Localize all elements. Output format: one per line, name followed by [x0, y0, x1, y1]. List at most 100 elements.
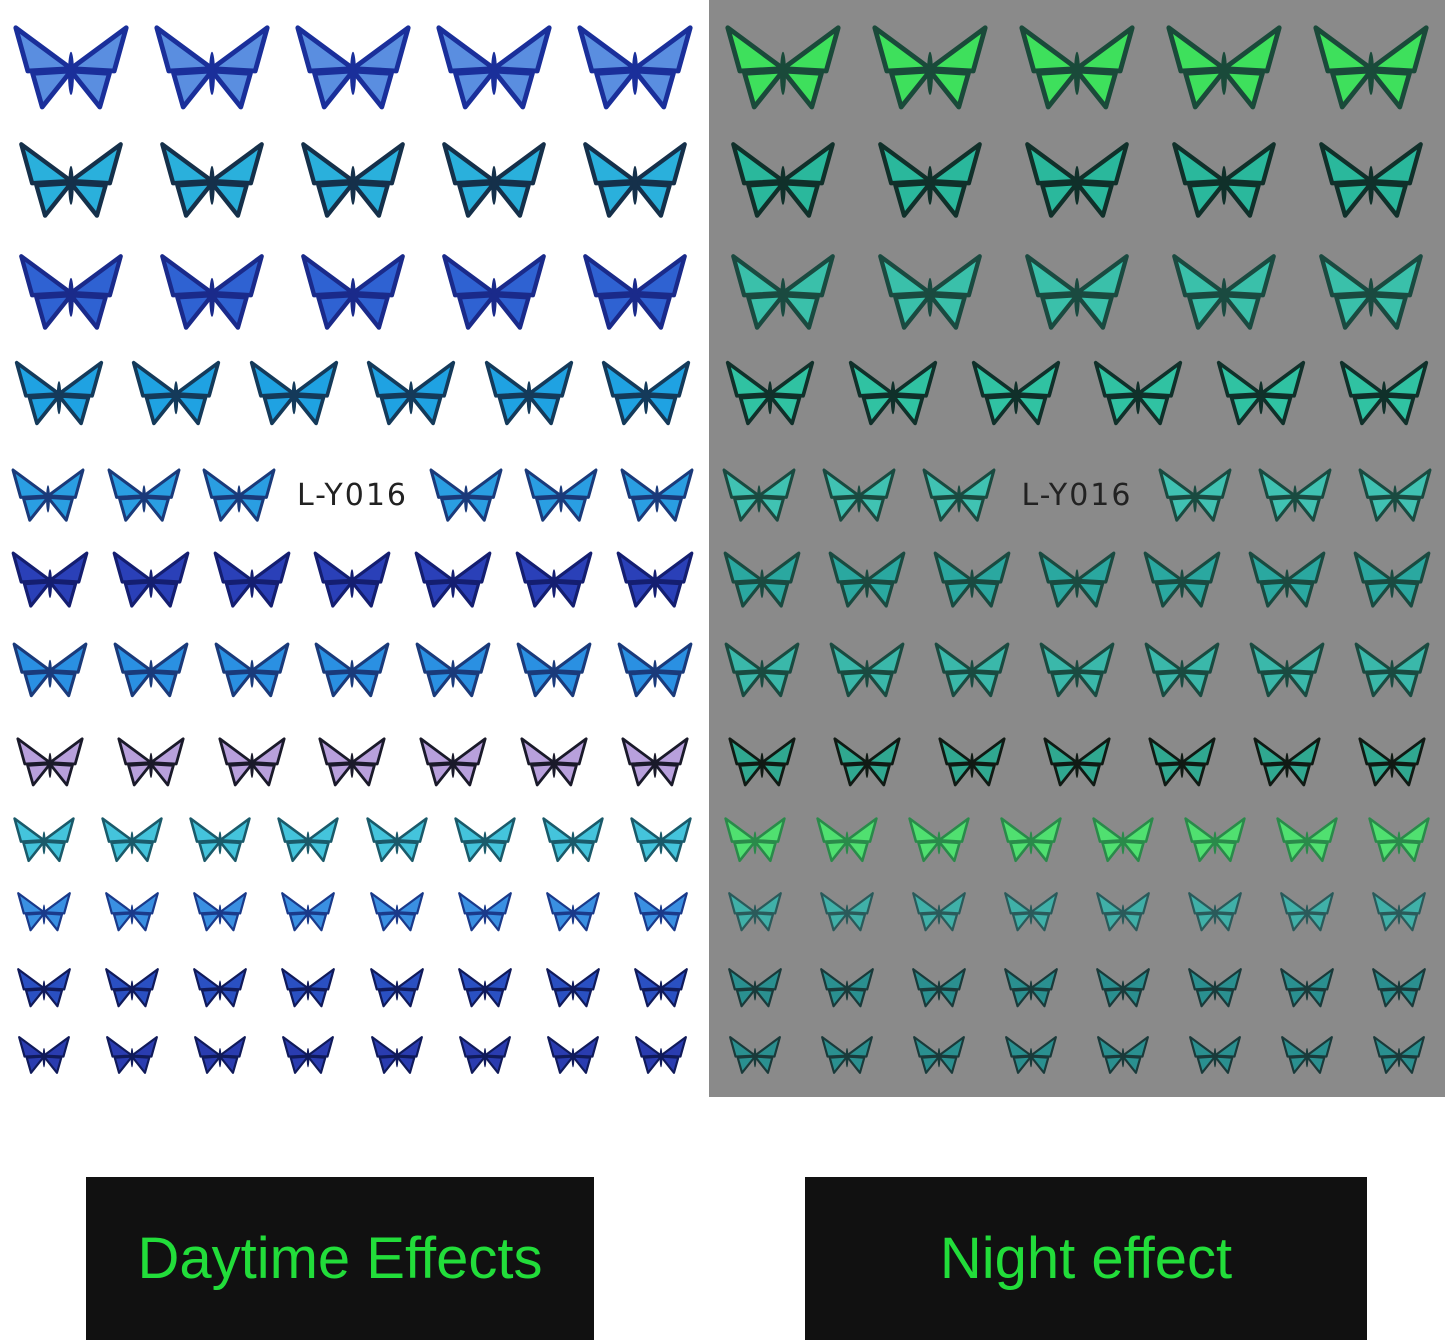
lower-wing-left	[325, 580, 355, 608]
upper-wing-right	[1136, 360, 1183, 398]
upper-wing-right	[48, 551, 89, 584]
upper-wing-left	[1025, 253, 1080, 297]
upper-wing-right	[970, 737, 1006, 766]
lower-wing-right	[219, 1055, 239, 1074]
butterfly-body	[1180, 752, 1184, 778]
butterfly-sticker	[833, 737, 901, 787]
lower-wing-left	[225, 670, 254, 697]
upper-wing-left	[872, 25, 933, 74]
lower-wing-left	[919, 988, 941, 1008]
butterfly-body	[1121, 980, 1125, 1001]
lower-wing-left	[551, 840, 575, 863]
lower-wing-right	[753, 912, 775, 932]
lower-wing-right	[48, 580, 78, 608]
lower-wing-right	[632, 68, 676, 110]
lower-wing-right	[1121, 912, 1143, 932]
upper-wing-right	[351, 737, 387, 766]
butterfly-sticker	[542, 817, 604, 863]
lower-wing-left	[945, 670, 974, 697]
butterfly-sticker	[249, 360, 338, 425]
butterfly-sticker	[820, 892, 874, 932]
butterfly-sticker	[294, 25, 411, 110]
lower-wing-right	[1285, 580, 1315, 608]
lower-wing-right	[571, 1055, 592, 1074]
upper-wing-right	[1259, 360, 1306, 398]
lower-wing-right	[1013, 393, 1047, 425]
butterfly-body	[350, 752, 355, 778]
lower-wing-right	[1121, 1055, 1142, 1074]
upper-wing-left	[1216, 360, 1263, 398]
lower-wing-left	[631, 495, 659, 522]
butterfly-body	[652, 752, 657, 778]
butterfly-sticker	[822, 468, 896, 522]
lower-wing-right	[68, 180, 108, 218]
butterfly-body	[571, 831, 575, 855]
butterfly-body	[149, 659, 153, 688]
upper-wing-right	[1221, 141, 1276, 185]
lower-wing-right	[927, 292, 967, 330]
butterfly-sticker	[367, 360, 456, 425]
butterfly-sticker	[318, 737, 387, 787]
upper-wing-left	[582, 141, 637, 185]
upper-wing-right	[1285, 551, 1326, 584]
upper-wing-right	[307, 817, 340, 843]
butterfly-body	[1029, 904, 1033, 925]
upper-wing-right	[1305, 1035, 1333, 1058]
lower-wing-right	[1213, 1055, 1234, 1074]
upper-wing-right	[632, 141, 687, 185]
upper-wing-left	[1172, 141, 1227, 185]
lower-wing-left	[1011, 988, 1033, 1008]
upper-wing-right	[753, 817, 786, 843]
butterfly-sticker	[1253, 737, 1321, 787]
upper-wing-left	[1319, 141, 1374, 185]
butterfly-sticker	[132, 360, 221, 425]
lower-wing-left	[597, 180, 637, 218]
upper-wing-left	[1158, 468, 1197, 499]
lower-wing-left	[827, 912, 849, 932]
upper-wing-left	[1281, 1035, 1309, 1058]
upper-wing-left	[12, 642, 52, 674]
lower-wing-right	[1029, 1055, 1050, 1074]
lower-wing-left	[1288, 1055, 1309, 1074]
lower-wing-left	[315, 180, 355, 218]
lower-wing-left	[25, 912, 46, 932]
butterfly-sticker	[1144, 642, 1220, 697]
lower-wing-right	[1213, 988, 1235, 1008]
butterfly-sticker	[971, 360, 1060, 425]
butterfly-body	[483, 904, 487, 925]
sticker-row	[709, 736, 1445, 789]
lower-wing-left	[290, 1055, 310, 1074]
butterfly-body	[1397, 904, 1401, 925]
upper-wing-left	[159, 141, 214, 185]
butterfly-sticker	[16, 737, 84, 787]
upper-wing-left	[17, 892, 46, 915]
upper-wing-left	[1172, 253, 1227, 297]
lower-wing-left	[465, 988, 486, 1008]
upper-wing-right	[753, 892, 782, 915]
lower-wing-left	[641, 988, 663, 1008]
upper-wing-right	[760, 642, 800, 674]
upper-wing-right	[1393, 468, 1432, 499]
lower-wing-left	[113, 912, 134, 932]
sticker-row	[709, 140, 1445, 221]
butterfly-body	[48, 569, 53, 598]
upper-wing-right	[753, 968, 782, 991]
butterfly-sticker	[516, 642, 592, 697]
lower-wing-left	[123, 580, 153, 608]
lower-wing-right	[845, 840, 869, 863]
upper-wing-left	[602, 360, 649, 398]
butterfly-sticker	[282, 1035, 335, 1074]
upper-wing-right	[759, 551, 800, 584]
lower-wing-right	[1074, 68, 1118, 110]
butterfly-body	[395, 904, 398, 925]
upper-wing-right	[653, 737, 689, 766]
upper-wing-right	[46, 468, 85, 499]
butterfly-sticker	[202, 468, 276, 522]
butterfly-body	[42, 904, 46, 925]
lower-wing-left	[379, 393, 414, 425]
lower-wing-right	[1180, 580, 1210, 608]
upper-wing-right	[68, 253, 123, 297]
butterfly-body	[42, 980, 46, 1001]
upper-wing-left	[620, 737, 656, 766]
upper-wing-left	[202, 468, 241, 499]
